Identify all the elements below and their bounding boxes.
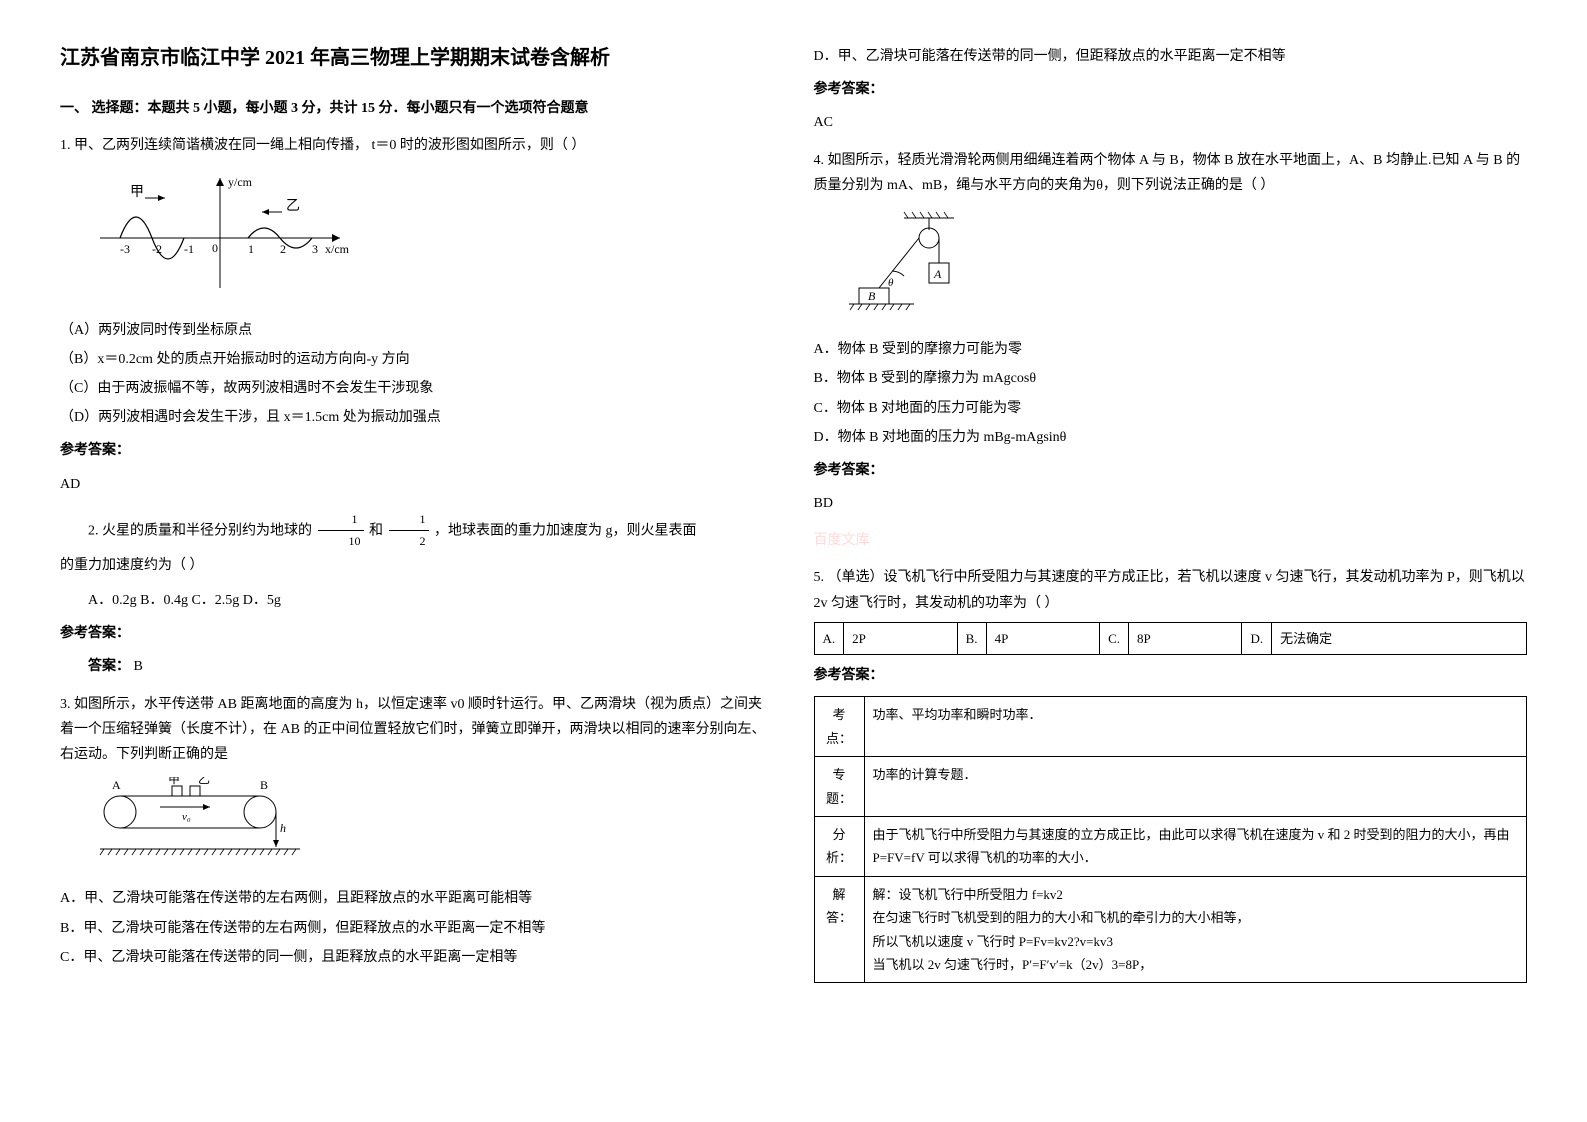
svg-text:-1: -1 [184, 242, 194, 256]
q2-prefix: 2. 火星的质量和半径分别约为地球的 [88, 523, 312, 538]
kd-text: 功率、平均功率和瞬时功率． [864, 697, 1527, 757]
question-1: 1. 甲、乙两列连续简谐横波在同一绳上相向传播， t＝0 时的波形图如图所示，则… [60, 133, 774, 497]
q1-wave-diagram: y/cm x/cm 0 -3 -2 -1 1 2 3 甲 乙 [90, 168, 774, 307]
table-row: 解答： 解：设飞机飞行中所受阻力 f=kv2 在匀速飞行时飞机受到的阻力的大小和… [814, 876, 1527, 983]
fx-label: 分析： [814, 816, 864, 876]
q2-answer: B [134, 659, 143, 674]
q5-optD: 无法确定 [1272, 622, 1527, 654]
svg-text:A: A [933, 267, 942, 281]
q2-suffix: ，地球表面的重力加速度为 g，则火星表面 [434, 523, 697, 538]
svg-text:B: B [868, 289, 876, 303]
q5-optA: 2P [844, 622, 958, 654]
table-row: 专题： 功率的计算专题． [814, 757, 1527, 817]
question-2: 2. 火星的质量和半径分别约为地球的 110 和 12 ，地球表面的重力加速度为… [60, 509, 774, 680]
q4-pulley-diagram: A θ B [844, 208, 1528, 327]
q5-answers-label: 参考答案： [814, 663, 1528, 688]
jd-line-1: 解：设飞机飞行中所受阻力 f=kv2 [873, 883, 1519, 906]
jd-label: 解答： [814, 876, 864, 983]
svg-text:乙: 乙 [198, 777, 210, 786]
q2-answer-prefix: 答案： [88, 659, 130, 674]
q5-stem: 5. （单选）设飞机飞行中所受阻力与其速度的平方成正比，若飞机以速度 v 匀速飞… [814, 565, 1528, 615]
svg-text:h: h [280, 821, 286, 835]
q4-option-d: D．物体 B 对地面的压力为 mBg-mAgsinθ [814, 425, 1528, 450]
question-4: 4. 如图所示，轻质光滑滑轮两侧用细绳连着两个物体 A 与 B，物体 B 放在水… [814, 148, 1528, 517]
svg-text:y/cm: y/cm [228, 175, 253, 189]
q2-answers-label: 参考答案： [60, 621, 774, 646]
q5-solution-table: 考点： 功率、平均功率和瞬时功率． 专题： 功率的计算专题． 分析： 由于飞机飞… [814, 696, 1528, 983]
q2-mid: 和 [369, 523, 383, 538]
watermark: 百度文库 [814, 528, 1528, 553]
q2-stem-line1: 2. 火星的质量和半径分别约为地球的 110 和 12 ，地球表面的重力加速度为… [60, 509, 774, 553]
q3-option-b: B．甲、乙滑块可能落在传送带的左右两侧，但距释放点的水平距离一定不相等 [60, 916, 774, 941]
exam-title: 江苏省南京市临江中学 2021 年高三物理上学期期末试卷含解析 [60, 40, 774, 76]
svg-text:v₀: v₀ [182, 811, 191, 823]
zt-label: 专题： [814, 757, 864, 817]
q4-option-c: C．物体 B 对地面的压力可能为零 [814, 396, 1528, 421]
q4-stem: 4. 如图所示，轻质光滑滑轮两侧用细绳连着两个物体 A 与 B，物体 B 放在水… [814, 148, 1528, 198]
q3-option-a: A．甲、乙滑块可能落在传送带的左右两侧，且距释放点的水平距离可能相等 [60, 886, 774, 911]
svg-text:x/cm: x/cm [325, 242, 350, 256]
q1-option-c: （C）由于两波振幅不等，故两列波相遇时不会发生干涉现象 [60, 376, 774, 401]
q3-stem: 3. 如图所示，水平传送带 AB 距离地面的高度为 h，以恒定速率 v0 顺时针… [60, 692, 774, 768]
table-row: A. 2P B. 4P C. 8P D. 无法确定 [814, 622, 1527, 654]
jd-line-4: 当飞机以 2v 匀速飞行时，P′=F′v′=k（2v）3=8P， [873, 953, 1519, 976]
svg-text:甲: 甲 [130, 185, 144, 200]
fx-text: 由于飞机飞行中所受阻力与其速度的立方成正比，由此可以求得飞机在速度为 v 和 2… [864, 816, 1527, 876]
jd-text: 解：设飞机飞行中所受阻力 f=kv2 在匀速飞行时飞机受到的阻力的大小和飞机的牵… [864, 876, 1527, 983]
q5-optD-label: D. [1242, 622, 1272, 654]
q1-stem: 1. 甲、乙两列连续简谐横波在同一绳上相向传播， t＝0 时的波形图如图所示，则… [60, 133, 774, 158]
q3-belt-diagram: A B 甲 乙 v₀ h [90, 777, 774, 876]
right-column: D．甲、乙滑块可能落在传送带的同一侧，但距释放点的水平距离一定不相等 参考答案：… [814, 40, 1528, 995]
q2-answer-line: 答案： B [60, 654, 774, 679]
frac-1-2: 12 [389, 509, 429, 553]
kd-label: 考点： [814, 697, 864, 757]
q1-answer: AD [60, 472, 774, 497]
section-1-heading: 一、 选择题：本题共 5 小题，每小题 3 分，共计 15 分．每小题只有一个选… [60, 96, 774, 121]
svg-text:1: 1 [248, 242, 254, 256]
q2-stem-line2: 的重力加速度约为（ ） [60, 553, 774, 578]
svg-text:0: 0 [212, 241, 218, 255]
q1-answer-label: 参考答案： [60, 438, 774, 463]
svg-text:-3: -3 [120, 242, 130, 256]
q1-option-b: （B）x＝0.2cm 处的质点开始振动时的运动方向向-y 方向 [60, 347, 774, 372]
q2-options: A．0.2g B．0.4g C．2.5g D．5g [60, 588, 774, 613]
q5-optB-label: B. [957, 622, 986, 654]
q3-answers-label: 参考答案： [814, 77, 1528, 102]
table-row: 分析： 由于飞机飞行中所受阻力与其速度的立方成正比，由此可以求得飞机在速度为 v… [814, 816, 1527, 876]
jd-line-2: 在匀速飞行时飞机受到的阻力的大小和飞机的牵引力的大小相等， [873, 906, 1519, 929]
svg-text:乙: 乙 [286, 198, 300, 214]
zt-text: 功率的计算专题． [864, 757, 1527, 817]
question-5: 5. （单选）设飞机飞行中所受阻力与其速度的平方成正比，若飞机以速度 v 匀速飞… [814, 565, 1528, 983]
q4-option-a: A．物体 B 受到的摩擦力可能为零 [814, 337, 1528, 362]
q3-option-d: D．甲、乙滑块可能落在传送带的同一侧，但距释放点的水平距离一定不相等 [814, 44, 1528, 69]
svg-text:甲: 甲 [168, 777, 180, 786]
frac-1-10: 110 [318, 509, 364, 553]
q4-option-b: B．物体 B 受到的摩擦力为 mAgcosθ [814, 366, 1528, 391]
q1-option-a: （A）两列波同时传到坐标原点 [60, 318, 774, 343]
question-3: 3. 如图所示，水平传送带 AB 距离地面的高度为 h，以恒定速率 v0 顺时针… [60, 692, 774, 970]
q3-option-c: C．甲、乙滑块可能落在传送带的同一侧，且距释放点的水平距离一定相等 [60, 945, 774, 970]
q5-optB: 4P [986, 622, 1100, 654]
jd-line-3: 所以飞机以速度 v 飞行时 P=Fv=kv2?v=kv3 [873, 930, 1519, 953]
q1-option-d: （D）两列波相遇时会发生干涉，且 x＝1.5cm 处为振动加强点 [60, 405, 774, 430]
q3-answer: AC [814, 110, 1528, 135]
svg-text:3: 3 [312, 242, 318, 256]
q5-options-table: A. 2P B. 4P C. 8P D. 无法确定 [814, 622, 1528, 655]
q4-answer: BD [814, 491, 1528, 516]
svg-text:θ: θ [888, 277, 894, 289]
q5-optC-label: C. [1100, 622, 1129, 654]
q4-answers-label: 参考答案： [814, 458, 1528, 483]
q5-optA-label: A. [814, 622, 844, 654]
svg-text:A: A [112, 778, 121, 792]
table-row: 考点： 功率、平均功率和瞬时功率． [814, 697, 1527, 757]
svg-text:B: B [260, 778, 268, 792]
left-column: 江苏省南京市临江中学 2021 年高三物理上学期期末试卷含解析 一、 选择题：本… [60, 40, 774, 995]
q5-optC: 8P [1128, 622, 1242, 654]
